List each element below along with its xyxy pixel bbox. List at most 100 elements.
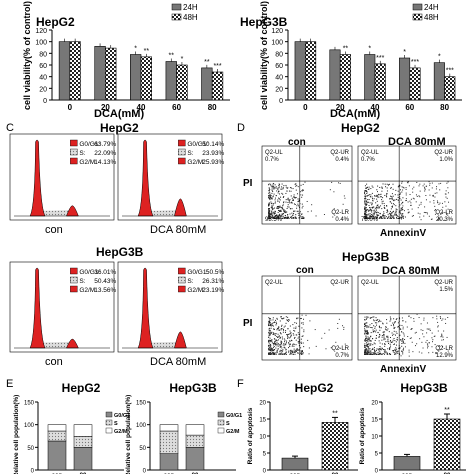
event-dot [279, 351, 281, 353]
event-dot [278, 197, 280, 199]
event-dot [280, 316, 282, 318]
event-dot [395, 214, 397, 216]
event-dot [393, 217, 395, 219]
event-dot [398, 325, 400, 327]
event-dot [273, 328, 275, 330]
y-tick-label: 100 [271, 40, 283, 47]
event-dot [301, 353, 303, 355]
y-tick-label: 40 [39, 75, 47, 82]
event-dot [293, 194, 295, 196]
event-dot [371, 204, 373, 206]
panel-b-xlabel: DCA(mM) [330, 108, 381, 120]
event-dot [276, 206, 278, 208]
event-dot [274, 349, 276, 351]
event-dot [410, 337, 412, 339]
event-dot [299, 211, 301, 213]
event-dot [294, 349, 296, 351]
event-dot [287, 319, 289, 321]
event-dot [399, 318, 401, 320]
event-dot [277, 336, 279, 338]
event-dot [282, 196, 284, 198]
event-dot [426, 328, 428, 330]
event-dot [333, 208, 335, 210]
event-dot [274, 197, 276, 199]
event-dot [380, 347, 382, 349]
event-dot [403, 210, 405, 212]
event-dot [277, 206, 279, 208]
event-dot [285, 192, 287, 194]
event-dot [397, 194, 399, 196]
event-dot [431, 187, 433, 189]
event-dot [273, 350, 275, 352]
event-dot [272, 323, 274, 325]
event-dot [374, 322, 376, 324]
event-dot [392, 351, 394, 353]
event-dot [270, 195, 272, 197]
event-dot [300, 350, 302, 352]
x-tick-label: 60 [172, 103, 181, 112]
event-dot [305, 314, 307, 316]
event-dot [402, 197, 404, 199]
event-dot [425, 341, 427, 343]
event-dot [278, 190, 280, 192]
phase-swatch [178, 148, 186, 156]
phase-swatch [178, 139, 186, 147]
event-dot [412, 188, 414, 190]
event-dot [270, 346, 272, 348]
event-dot [279, 320, 281, 322]
event-dot [268, 319, 270, 321]
event-dot [301, 203, 303, 205]
event-dot [379, 216, 381, 218]
event-dot [428, 352, 430, 354]
event-dot [302, 335, 304, 337]
event-dot [380, 327, 382, 329]
event-dot [429, 194, 431, 196]
event-dot [365, 200, 367, 202]
event-dot [281, 318, 283, 320]
event-dot [438, 218, 440, 220]
event-dot [371, 203, 373, 205]
event-dot [397, 322, 399, 324]
event-dot [428, 181, 430, 183]
event-dot [446, 182, 448, 184]
phase-value: 23.19% [202, 287, 224, 294]
event-dot [283, 343, 285, 345]
event-dot [381, 186, 383, 188]
event-dot [367, 353, 369, 355]
event-dot [277, 336, 279, 338]
event-dot [390, 336, 392, 338]
event-dot [290, 352, 292, 354]
event-dot [433, 200, 435, 202]
event-dot [373, 215, 375, 217]
event-dot [446, 214, 448, 216]
event-dot [392, 350, 394, 352]
event-dot [428, 189, 430, 191]
event-dot [366, 338, 368, 340]
event-dot [395, 321, 397, 323]
event-dot [290, 334, 292, 336]
legend-label: S [226, 421, 230, 427]
event-dot [364, 201, 366, 203]
event-dot [437, 330, 439, 332]
event-dot [401, 181, 403, 183]
event-dot [293, 203, 295, 205]
event-dot [394, 326, 396, 328]
event-dot [400, 328, 402, 330]
event-dot [269, 318, 271, 320]
quadrant-ul: Q2-UL [265, 280, 283, 286]
event-dot [298, 349, 300, 351]
event-dot [297, 203, 299, 205]
event-dot [402, 328, 404, 330]
event-dot [364, 213, 366, 215]
event-dot [379, 342, 381, 344]
event-dot [383, 333, 385, 335]
event-dot [343, 195, 345, 197]
event-dot [284, 217, 286, 219]
event-dot [295, 189, 297, 191]
quadrant-ll-value: 78.0% [361, 217, 379, 223]
legend-swatch [217, 411, 225, 418]
event-dot [278, 206, 280, 208]
event-dot [387, 339, 389, 341]
panel-d-label-1: con [288, 137, 306, 148]
y-tick-label: 20 [371, 401, 378, 407]
